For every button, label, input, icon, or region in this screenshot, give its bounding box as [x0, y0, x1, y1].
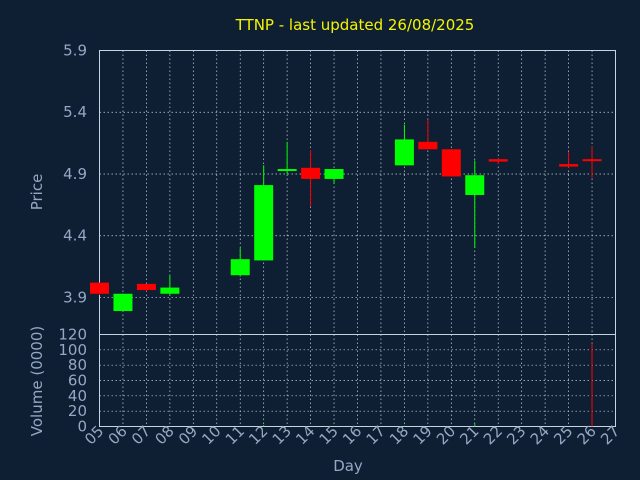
volume-tick-label: 60: [68, 372, 87, 390]
price-tick-labels: 3.9 4.4 4.9 5.4 5.9: [63, 42, 87, 307]
day-tick-labels: 0506070809101112131415161718192021222324…: [81, 422, 623, 448]
candle-body: [90, 282, 109, 294]
candle-body: [254, 185, 274, 261]
candle-body: [394, 139, 414, 166]
grid-lines: [99, 50, 616, 427]
price-tick-label: 5.4: [63, 103, 87, 121]
candle-body: [559, 164, 579, 167]
candle-body: [418, 141, 438, 150]
candle-body: [230, 259, 250, 276]
volume-series: [263, 343, 593, 427]
price-axis-label: Price: [28, 174, 46, 211]
candle-body: [488, 159, 508, 162]
volume-axis-label: Volume (0000): [28, 326, 46, 436]
candle-body: [113, 293, 133, 312]
price-tick-label: 5.9: [63, 42, 87, 60]
candle-body: [582, 159, 602, 162]
chart-title: TTNP - last updated 26/08/2025: [235, 16, 475, 34]
volume-tick-label: 0: [77, 418, 87, 436]
day-axis-label: Day: [333, 457, 363, 475]
candle-body: [441, 149, 461, 177]
candlestick-series: [90, 119, 602, 312]
candle-body: [301, 167, 321, 179]
volume-tick-label: 20: [68, 402, 87, 420]
candle-body: [136, 283, 156, 291]
candle-body: [324, 169, 344, 179]
candle-body: [160, 287, 180, 294]
candle-body: [277, 169, 297, 172]
volume-tick-label: 120: [58, 326, 87, 344]
volume-tick-label: 80: [68, 356, 87, 374]
price-tick-label: 3.9: [63, 288, 87, 306]
candle-body: [465, 175, 485, 195]
price-tick-label: 4.4: [63, 227, 87, 245]
volume-tick-label: 40: [68, 387, 87, 405]
volume-tick-label: 100: [58, 341, 87, 359]
price-tick-label: 4.9: [63, 165, 87, 183]
